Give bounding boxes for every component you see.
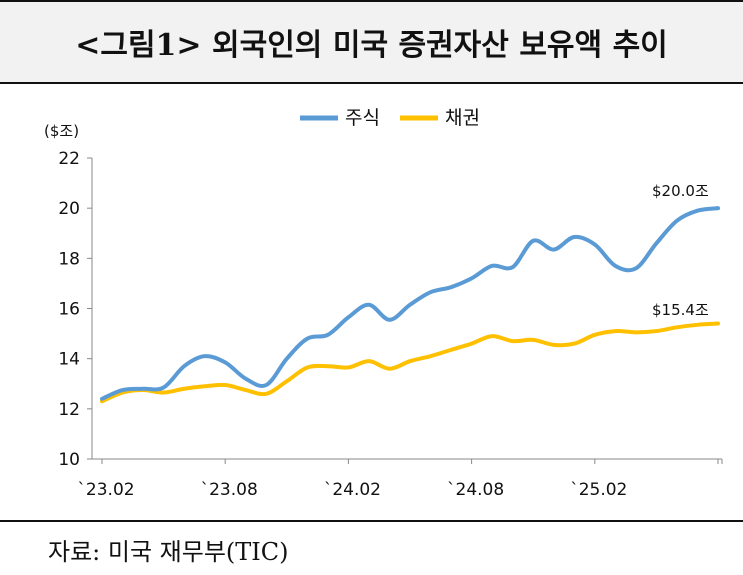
x-tick-label: `24.02 [324, 480, 381, 500]
end-label-stocks: $20.0조 [652, 182, 709, 200]
y-tick-label: 20 [58, 199, 80, 219]
y-tick-label: 18 [58, 249, 80, 269]
series-lines [100, 206, 720, 404]
source-note: 자료: 미국 재무부(TIC) [48, 538, 289, 566]
series-line-stocks [100, 206, 720, 401]
y-axis-unit-label: ($조) [44, 122, 80, 140]
legend-label-bonds: 채권 [445, 107, 480, 129]
x-tick-label: `24.08 [447, 480, 504, 500]
legend: 주식 채권 [300, 107, 480, 129]
top-rule [0, 0, 743, 2]
series-line-bonds [100, 321, 720, 404]
axes: 10 12 14 16 18 20 22 `23.02 `23.08 `24.02 `24.08 `2… [58, 149, 723, 500]
y-tick-label: 22 [58, 149, 80, 169]
page-title: <그림1> 외국인의 미국 증권자산 보유액 추이 [75, 28, 668, 63]
end-label-bonds: $15.4조 [652, 301, 709, 319]
y-tick-label: 12 [58, 400, 80, 420]
x-tick-label: `23.08 [201, 480, 258, 500]
y-tick-label: 10 [58, 450, 80, 470]
y-tick-label: 16 [58, 300, 80, 320]
x-tick-label: `23.02 [77, 480, 134, 500]
title-bar [0, 2, 743, 82]
line-chart: 주식 채권 10 12 14 16 18 20 22 `23.02 `23.08 `24.02 `2… [58, 107, 723, 500]
end-labels: $20.0조 $15.4조 [652, 182, 709, 319]
title-rule [0, 82, 743, 84]
bottom-rule [0, 520, 743, 522]
legend-label-stocks: 주식 [345, 107, 380, 129]
y-tick-label: 14 [58, 350, 80, 370]
x-tick-label: `25.02 [570, 480, 627, 500]
